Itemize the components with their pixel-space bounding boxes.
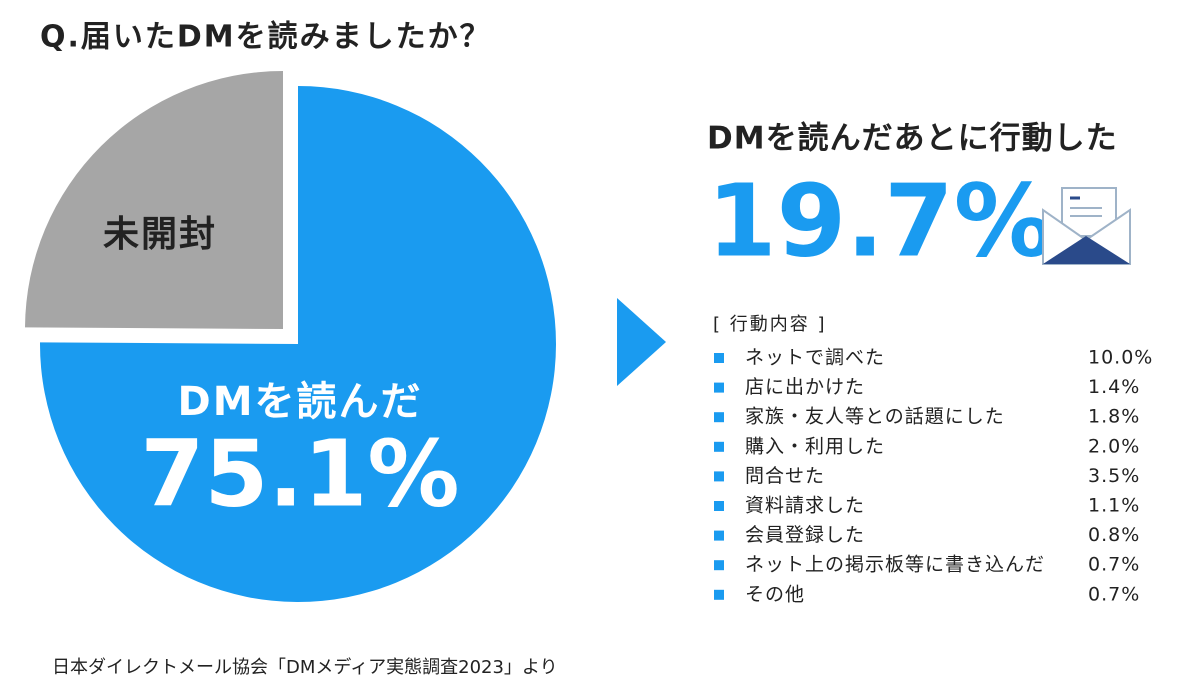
arrow [617,298,666,386]
slice-value-label: 75.1% [140,420,459,527]
source: 日本ダイレクトメール協会「DMメディア実態調査2023」より [52,657,558,678]
bullet [714,382,724,393]
highlight-value: 19.7% [707,162,1054,279]
item-value: 2.0% [1088,435,1140,457]
chart-title: Q.届いたDMを読みましたか？ [40,20,492,55]
item-value: 10.0% [1088,347,1153,369]
bullet [714,353,724,363]
item-label: 購入・利用した [745,435,885,457]
item-label: その他 [745,583,805,605]
item-label: 資料請求した [745,495,865,517]
bullet [714,589,724,600]
item-label: ネット上の掲示板等に書き込んだ [745,554,1045,576]
item-value: 1.4% [1088,376,1140,398]
bullet [714,560,724,571]
highlight-title: DMを読んだあとに行動した [707,121,1118,157]
item-value: 0.7% [1088,583,1140,605]
bullet [714,530,724,541]
bullet [714,441,724,452]
item-value: 1.8% [1088,406,1140,428]
item-label: 店に出かけた [745,376,865,398]
breakdown-title: [ 行動内容 ] [713,314,827,335]
slice-label: DMを読んだ [177,379,422,425]
slice-label: 未開封 [103,214,217,255]
item-value: 0.7% [1088,554,1140,576]
item-value: 0.8% [1088,524,1140,546]
item-label: 会員登録した [745,524,865,546]
item-value: 3.5% [1088,465,1140,487]
pie-slice [25,71,283,329]
bullet [714,471,724,482]
breakdown-list: ネットで調べた 10.0% 店に出かけた 1.4% 家族・友人等との話題にした 1.8% 購… [714,347,1153,605]
item-label: ネットで調べた [745,347,885,369]
envelope-icon [1042,187,1131,265]
bullet [714,501,724,511]
pie-slice [40,86,557,602]
item-label: 問合せた [745,465,825,487]
item-value: 1.1% [1088,495,1140,517]
bullet [714,412,724,423]
item-label: 家族・友人等との話題にした [745,406,1005,428]
